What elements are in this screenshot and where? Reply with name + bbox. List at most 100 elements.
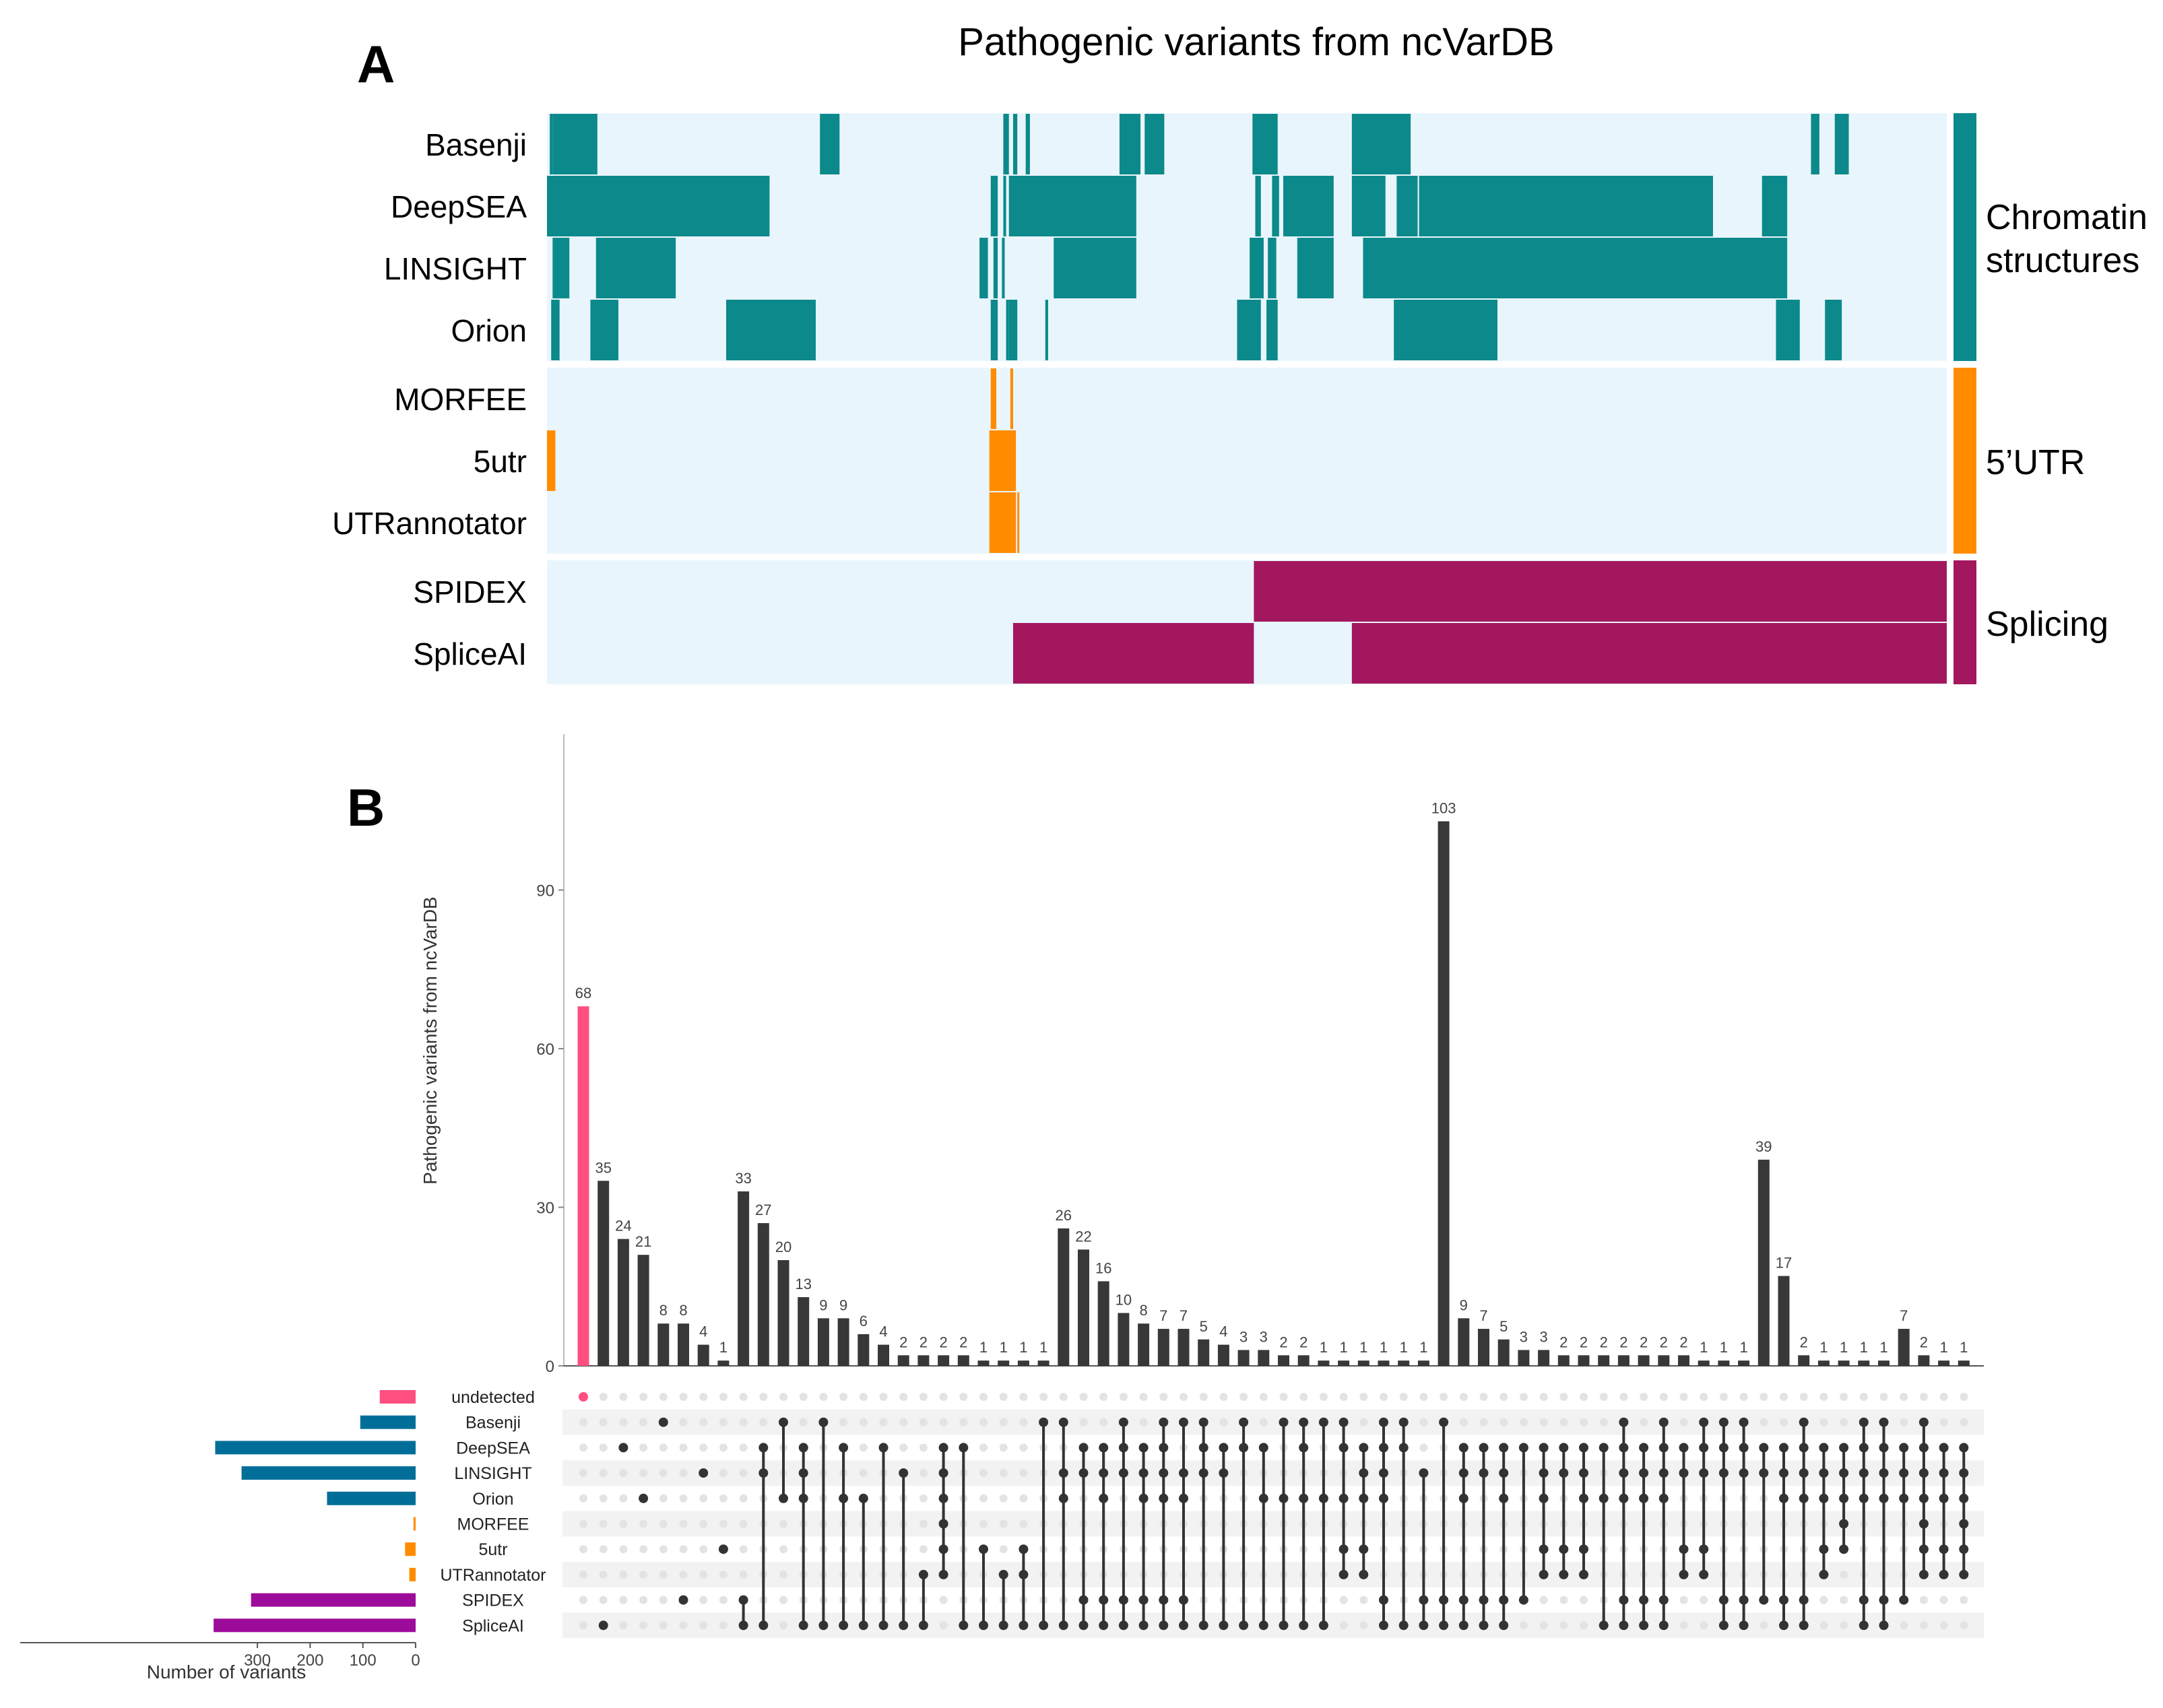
matrix-dot-inactive	[1319, 1393, 1328, 1401]
matrix-dot-inactive	[1679, 1621, 1688, 1630]
matrix-dot-inactive	[739, 1393, 748, 1401]
intersection-bar	[1898, 1329, 1910, 1366]
matrix-dot-inactive	[1479, 1418, 1488, 1426]
matrix-dot-active	[1639, 1620, 1649, 1631]
matrix-dot-active	[699, 1468, 709, 1478]
matrix-dot-inactive	[719, 1621, 728, 1630]
matrix-dot-inactive	[579, 1596, 587, 1604]
matrix-dot-inactive	[659, 1545, 668, 1554]
matrix-dot-active	[1159, 1443, 1169, 1453]
matrix-dot-inactive	[999, 1469, 1008, 1478]
matrix-dot-inactive	[879, 1418, 888, 1426]
matrix-dot-inactive	[719, 1443, 728, 1452]
matrix-dot-active	[1579, 1544, 1588, 1554]
intersection-bar	[1438, 821, 1450, 1366]
set-size-bar	[409, 1567, 416, 1581]
matrix-dot-inactive	[979, 1418, 988, 1426]
matrix-dot-inactive	[839, 1418, 848, 1426]
matrix-dot-inactive	[739, 1519, 748, 1528]
intersection-bar	[1417, 1360, 1429, 1366]
intersection-bar	[938, 1355, 950, 1366]
intersection-bar	[1678, 1355, 1689, 1366]
bar-value-label: 1	[1700, 1339, 1708, 1356]
matrix-dot-active	[1899, 1443, 1909, 1453]
heatmap-cell	[552, 114, 598, 174]
matrix-dot-inactive	[1199, 1393, 1208, 1401]
matrix-dot-active	[1279, 1417, 1289, 1427]
matrix-dot-inactive	[999, 1519, 1008, 1528]
matrix-dot-inactive	[859, 1393, 868, 1401]
bar-value-label: 2	[1640, 1334, 1648, 1350]
matrix-dot-active	[1138, 1443, 1149, 1453]
intersection-bar	[1378, 1360, 1390, 1366]
intersection-bar	[1878, 1360, 1890, 1366]
matrix-dot-inactive	[679, 1545, 688, 1554]
matrix-dot-active	[658, 1417, 668, 1427]
matrix-dot-active	[1219, 1620, 1229, 1631]
matrix-dot-active	[1058, 1493, 1068, 1503]
heatmap-cell	[1045, 300, 1048, 360]
intersection-bar	[1557, 1355, 1570, 1366]
matrix-dot-active	[1839, 1443, 1849, 1453]
bar-value-label: 1	[1380, 1339, 1388, 1356]
matrix-dot-active	[738, 1620, 748, 1631]
matrix-dot-active	[1918, 1544, 1929, 1554]
intersection-bar	[897, 1355, 909, 1366]
matrix-dot-inactive	[579, 1570, 587, 1579]
intersection-bar	[1398, 1360, 1410, 1366]
matrix-dot-active	[1118, 1468, 1128, 1478]
matrix-dot-active	[1379, 1468, 1388, 1478]
matrix-dot-active	[1819, 1443, 1829, 1453]
matrix-dot-inactive	[1419, 1418, 1428, 1426]
matrix-dot-active	[1439, 1595, 1449, 1605]
bar-value-label: 2	[1580, 1334, 1588, 1350]
matrix-dot-inactive	[679, 1494, 688, 1503]
matrix-dot-active	[1198, 1417, 1208, 1427]
matrix-dot-active	[738, 1595, 748, 1605]
set-size-tick-label: 300	[244, 1651, 271, 1670]
heatmap-cell	[993, 238, 998, 298]
matrix-dot-active	[1419, 1468, 1429, 1478]
intersection-bar	[1578, 1355, 1590, 1366]
matrix-dot-inactive	[639, 1545, 648, 1554]
intersection-bar	[777, 1260, 789, 1366]
heatmap: Chromatin structures 5’UTR Splicing Basenji D…	[332, 113, 2148, 684]
matrix-dot-active	[1658, 1417, 1669, 1427]
matrix-dot-active	[1518, 1595, 1528, 1605]
matrix-dot-active	[779, 1493, 788, 1503]
heatmap-row-label: MORFEE	[394, 382, 527, 417]
matrix-dot-inactive	[599, 1443, 608, 1452]
matrix-dot-inactive	[619, 1596, 628, 1604]
matrix-dot-inactive	[979, 1443, 988, 1452]
matrix-dot-active	[1479, 1620, 1489, 1631]
matrix-dot-inactive	[1180, 1393, 1188, 1401]
matrix-dot-active	[1159, 1595, 1169, 1605]
matrix-dot-active	[1639, 1468, 1649, 1478]
matrix-dot-inactive	[659, 1469, 668, 1478]
matrix-dot-active	[1779, 1443, 1788, 1453]
matrix-dot-active	[1799, 1493, 1809, 1503]
matrix-dot-active	[1899, 1493, 1909, 1503]
matrix-dot-inactive	[1679, 1596, 1688, 1604]
matrix-dot-inactive	[919, 1393, 928, 1401]
matrix-dot-active	[1398, 1417, 1409, 1427]
intersection-bar	[617, 1239, 629, 1366]
matrix-dot-active	[1138, 1493, 1149, 1503]
matrix-dot-inactive	[1580, 1418, 1588, 1426]
matrix-dot-active	[1379, 1417, 1388, 1427]
matrix-dot-inactive	[699, 1621, 708, 1630]
matrix-dot-active	[1179, 1595, 1188, 1605]
matrix-dot-active	[1299, 1493, 1309, 1503]
intersection-bar	[1318, 1360, 1330, 1366]
bar-value-label: 2	[899, 1334, 907, 1350]
bar-value-label: 20	[775, 1239, 792, 1255]
matrix-dot-active	[1499, 1620, 1509, 1631]
matrix-dot-active	[1419, 1595, 1429, 1605]
matrix-dot-active	[1779, 1595, 1788, 1605]
matrix-dot-active	[1639, 1493, 1649, 1503]
matrix-dot-active	[959, 1443, 969, 1453]
bar-value-label: 22	[1075, 1228, 1091, 1245]
heatmap-row-label: UTRannotator	[332, 506, 527, 541]
matrix-dot-inactive	[1139, 1418, 1148, 1426]
intersection-bar	[577, 1006, 589, 1366]
